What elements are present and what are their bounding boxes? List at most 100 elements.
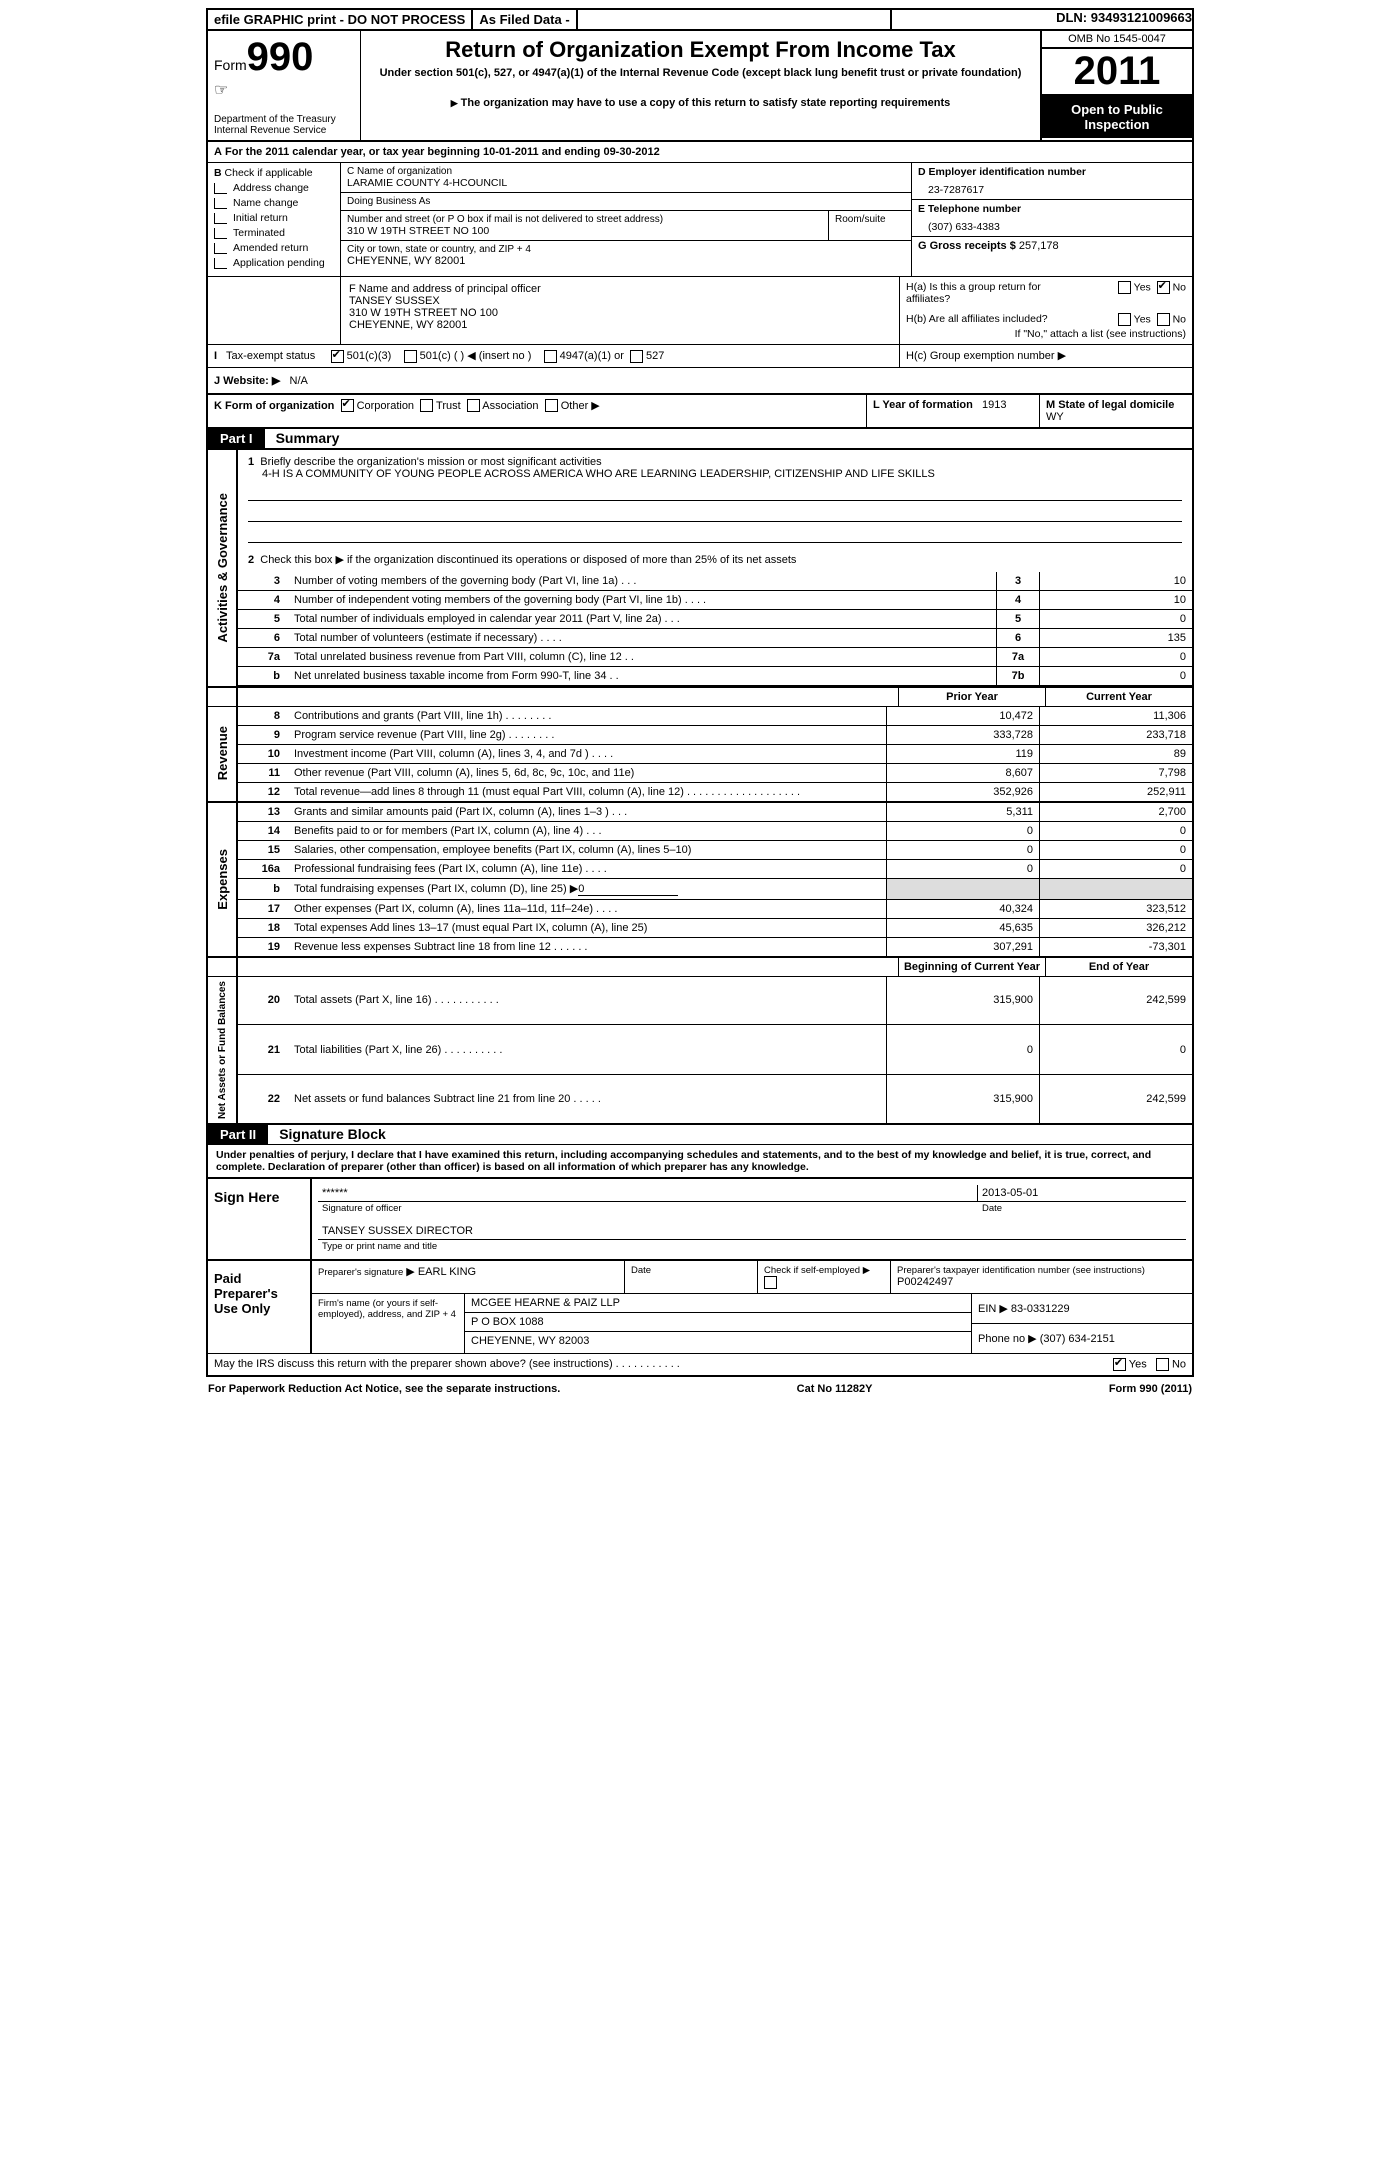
row-text: Net assets or fund balances Subtract lin… [288,1074,887,1122]
l-lbl: L Year of formation [873,399,973,411]
sig-date: 2013-05-01 [977,1185,1186,1201]
form-title: Return of Organization Exempt From Incom… [371,37,1030,63]
money-row: 12 Total revenue—add lines 8 through 11 … [238,782,1192,801]
firm-addr2: CHEYENNE, WY 82003 [465,1332,971,1350]
discuss-yes-chk[interactable] [1113,1358,1126,1371]
rev-vert-cell: Revenue [208,707,238,801]
row-text: Benefits paid to or for members (Part IX… [288,821,887,840]
part2-row: Part II Signature Block [208,1125,1192,1145]
self-employed-chk[interactable] [764,1276,777,1289]
topbar-spacer [578,10,892,29]
money-row: 9 Program service revenue (Part VIII, li… [238,725,1192,744]
chk-terminated[interactable]: Terminated [214,227,334,239]
prior-val: 5,311 [887,803,1040,822]
hb-no-chk[interactable] [1157,313,1170,326]
row-text: Revenue less expenses Subtract line 18 f… [288,937,887,956]
row-text: Total liabilities (Part X, line 26) . . … [288,1025,887,1075]
row-num: 6 [238,628,288,647]
ha-no-chk[interactable] [1157,281,1170,294]
h-block: H(a) Is this a group return for affiliat… [900,277,1192,344]
current-val: 0 [1040,821,1193,840]
hb-yes-chk[interactable] [1118,313,1131,326]
row-box: 3 [997,572,1040,591]
gross-cell: G Gross receipts $ 257,178 [912,237,1192,255]
gov-row: 3 Number of voting members of the govern… [238,572,1192,591]
expenses-table: 13 Grants and similar amounts paid (Part… [238,803,1192,956]
chk-address-change[interactable]: Address change [214,182,334,194]
discuss-no-chk[interactable] [1156,1358,1169,1371]
prior-val: 40,324 [887,899,1040,918]
col-dg: D Employer identification number 23-7287… [911,163,1192,276]
row-val: 0 [1040,647,1193,666]
na-vert-label: Net Assets or Fund Balances [215,977,230,1123]
ha-yes-chk[interactable] [1118,281,1131,294]
city-val: CHEYENNE, WY 82001 [347,255,905,267]
tax-exempt-cell: I Tax-exempt status 501(c)(3) 501(c) ( )… [208,345,900,367]
ein-cell: D Employer identification number 23-7287… [912,163,1192,200]
street-lbl: Number and street (or P O box if mail is… [347,214,822,225]
row-num: 3 [238,572,288,591]
asfiled-label: As Filed Data - [473,10,577,29]
form-num-big: 990 [247,35,314,79]
phone-lbl: E Telephone number [918,203,1021,215]
row-text: Salaries, other compensation, employee b… [288,840,887,859]
gov-row: 6 Total number of volunteers (estimate i… [238,628,1192,647]
row-num: 5 [238,609,288,628]
row-val: 0 [1040,609,1193,628]
hb-row: H(b) Are all affiliates included? Yes No [906,313,1186,326]
current-val: 0 [1040,1025,1193,1075]
dln-cell: DLN: 93493121009663 [892,10,1192,29]
mission-blank1 [248,484,1182,501]
chk-initial-return[interactable]: Initial return [214,212,334,224]
row-num: 20 [238,977,288,1025]
chk-name-change[interactable]: Name change [214,197,334,209]
te-527-chk[interactable] [630,350,643,363]
current-val: 242,599 [1040,977,1193,1025]
current-val: 2,700 [1040,803,1193,822]
row-num: 19 [238,937,288,956]
prior-val: 0 [887,840,1040,859]
current-val: 233,718 [1040,725,1193,744]
chk-amended[interactable]: Amended return [214,242,334,254]
klm-row: K Form of organization Corporation Trust… [208,395,1192,429]
prep-name: EARL KING [418,1266,476,1278]
part2-hdr: Part II [208,1125,268,1144]
revenue-table: 8 Contributions and grants (Part VIII, l… [238,707,1192,801]
na-vert-spacer [208,958,238,976]
te-4947-chk[interactable] [544,350,557,363]
eoy-hdr: End of Year [1045,958,1192,976]
row-val: 10 [1040,572,1193,591]
paid-preparer-block: Paid Preparer's Use Only Preparer's sign… [208,1261,1192,1354]
k-trust-chk[interactable] [420,399,433,412]
ag-vert-label: Activities & Governance [213,489,232,647]
ptin-val: P00242497 [897,1276,1186,1288]
row-num: 8 [238,707,288,726]
te-501c3-chk[interactable] [331,350,344,363]
sign-here-block: Sign Here ****** 2013-05-01 Signature of… [208,1179,1192,1261]
revenue-section: Revenue 8 Contributions and grants (Part… [208,707,1192,803]
row-num: 14 [238,821,288,840]
prep-row2: Firm's name (or yours if self-employed),… [312,1294,1192,1353]
mission-num: 1 [248,456,254,468]
ha-row: H(a) Is this a group return for affiliat… [906,281,1186,305]
row-text: Professional fundraising fees (Part IX, … [288,859,887,878]
k-assoc-chk[interactable] [467,399,480,412]
expenses-section: Expenses 13 Grants and similar amounts p… [208,803,1192,958]
te-501c-chk[interactable] [404,350,417,363]
org-name-lbl: C Name of organization [347,166,905,177]
ein-phone: EIN ▶ 83-0331229 Phone no ▶ (307) 634-21… [971,1294,1192,1353]
form-note: The organization may have to use a copy … [371,97,1030,109]
k-corp-chk[interactable] [341,399,354,412]
hb-lbl: H(b) Are all affiliates included? [906,313,1048,326]
row-text: Program service revenue (Part VIII, line… [288,725,887,744]
money-row: 17 Other expenses (Part IX, column (A), … [238,899,1192,918]
chk-pending[interactable]: Application pending [214,257,334,269]
row-num: 12 [238,782,288,801]
prior-year-hdr: Prior Year [898,688,1045,706]
sig-lbl: Signature of officer [318,1202,978,1215]
line2-num: 2 [248,554,254,566]
part1-title: Summary [268,430,340,446]
current-val: 0 [1040,859,1193,878]
prep-date-lbl: Date [625,1261,758,1293]
k-other-chk[interactable] [545,399,558,412]
